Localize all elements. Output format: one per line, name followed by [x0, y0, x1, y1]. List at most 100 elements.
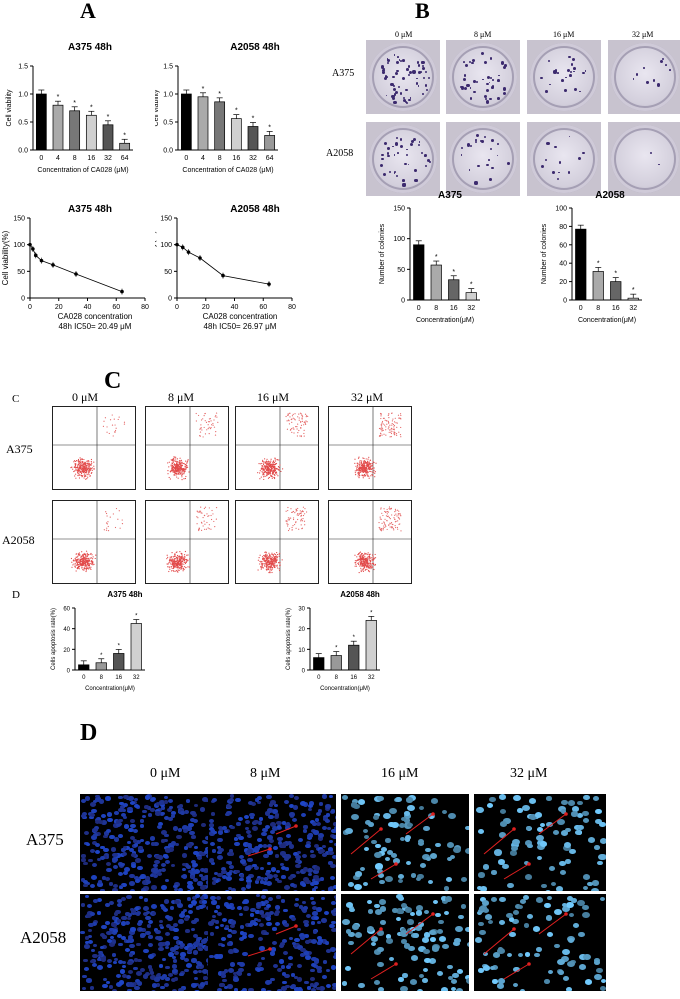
event-dot — [184, 466, 186, 468]
event-dot — [269, 465, 271, 467]
significance-mark: * — [202, 86, 205, 93]
y-tick-label: 100 — [13, 242, 25, 249]
nucleus — [100, 956, 107, 962]
event-dot — [387, 428, 389, 430]
nuclear-stain-image — [208, 894, 336, 991]
event-dot — [278, 562, 280, 564]
event-dot — [188, 471, 190, 473]
event-dot — [380, 529, 382, 531]
colony — [472, 59, 476, 63]
event-dot — [195, 420, 197, 422]
event-dot — [368, 464, 370, 466]
event-dot — [123, 421, 126, 423]
culture-dish — [449, 43, 517, 111]
event-dot — [270, 460, 272, 462]
event-dot — [359, 551, 362, 553]
event-dot — [207, 421, 210, 423]
event-dot — [262, 463, 265, 466]
event-dot — [80, 466, 82, 468]
event-dot — [88, 563, 91, 565]
event-dot — [88, 471, 91, 473]
nucleus — [176, 834, 183, 840]
event-dot — [355, 465, 357, 467]
event-dot — [85, 478, 87, 480]
colony — [410, 142, 414, 146]
nucleus — [161, 885, 168, 890]
event-dot — [265, 463, 268, 465]
event-dot — [111, 414, 113, 416]
nucleus — [191, 946, 196, 950]
colony — [386, 59, 390, 63]
event-dot — [168, 476, 170, 479]
event-dot — [106, 515, 108, 517]
event-dot — [108, 432, 110, 435]
event-dot — [362, 558, 364, 560]
event-dot — [306, 415, 308, 417]
event-dot — [382, 529, 384, 531]
nucleus — [139, 838, 145, 843]
nucleus — [173, 887, 178, 891]
event-dot — [359, 558, 361, 561]
event-dot — [214, 416, 216, 418]
nucleus — [144, 898, 149, 902]
event-dot — [384, 510, 386, 513]
nucleus — [182, 868, 187, 872]
event-dot — [369, 560, 371, 562]
event-dot — [268, 552, 270, 554]
panel-label-c: C — [104, 368, 122, 394]
event-dot — [104, 417, 107, 419]
x-tick-label: 32 — [368, 675, 375, 681]
event-dot — [383, 433, 385, 435]
colony — [486, 89, 490, 93]
event-dot — [197, 517, 199, 519]
colony — [554, 68, 558, 72]
event-dot — [357, 562, 359, 564]
viability-bar-plot: 0.00.51.01.50*4*8*16*32*64Concentration … — [155, 64, 278, 174]
flow-cytometry-plot — [328, 406, 412, 490]
bar — [69, 110, 81, 151]
event-dot — [384, 419, 386, 421]
y-tick-label: 150 — [160, 216, 172, 223]
x-tick-label: 32 — [249, 155, 257, 162]
event-dot — [297, 514, 299, 517]
event-dot — [175, 473, 177, 475]
nucleus — [164, 878, 170, 883]
colony — [469, 97, 473, 101]
x-tick-label: 0 — [417, 305, 421, 312]
event-dot — [196, 510, 198, 512]
event-dot — [259, 560, 261, 562]
event-dot — [266, 475, 268, 477]
event-dot — [86, 555, 88, 558]
event-dot — [203, 415, 205, 417]
event-dot — [180, 465, 183, 467]
colony — [417, 144, 420, 147]
event-dot — [274, 471, 277, 474]
event-dot — [211, 509, 213, 512]
event-dot — [91, 472, 93, 474]
event-dot — [84, 464, 86, 466]
event-dot — [373, 469, 375, 471]
nucleus — [134, 985, 140, 991]
colony — [558, 171, 560, 174]
y-tick-label: 150 — [13, 216, 25, 223]
arrow-line — [350, 928, 382, 955]
colony — [409, 96, 412, 99]
event-dot — [368, 571, 371, 573]
colony — [578, 156, 582, 160]
colony — [572, 70, 575, 73]
colony — [417, 64, 420, 67]
event-dot — [200, 529, 203, 531]
chart-title: A2058 48h — [230, 42, 280, 53]
event-dot — [357, 472, 359, 475]
arrow-head — [394, 962, 398, 966]
colony — [460, 85, 463, 89]
colony — [552, 171, 556, 175]
event-dot — [179, 566, 181, 568]
colony — [570, 70, 573, 73]
nucleus — [135, 858, 141, 863]
event-dot — [359, 565, 361, 567]
event-dot — [173, 559, 176, 561]
event-dot — [389, 429, 391, 431]
event-dot — [300, 427, 302, 429]
event-dot — [78, 561, 80, 563]
